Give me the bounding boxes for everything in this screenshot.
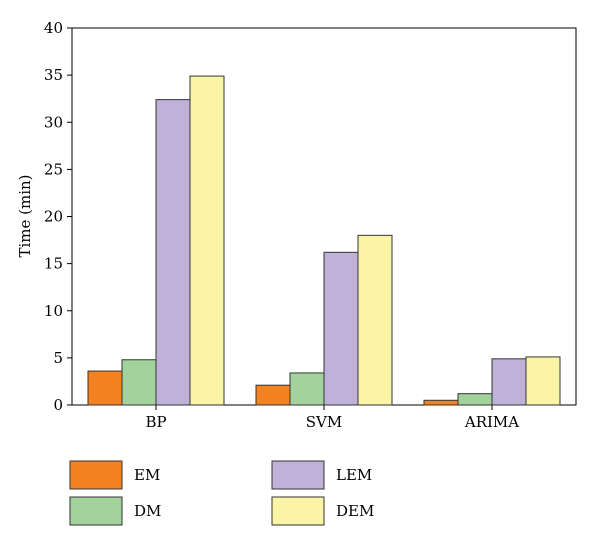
x-tick-label: SVM xyxy=(306,413,342,431)
bar-em-svm xyxy=(255,384,291,406)
x-tick-label: ARIMA xyxy=(464,413,519,431)
y-tick-label: 35 xyxy=(44,66,63,84)
legend-swatch xyxy=(69,496,123,526)
bar-lem-svm xyxy=(323,251,359,406)
bars xyxy=(87,75,561,406)
y-tick-label: 30 xyxy=(44,113,63,131)
bar-dm-svm xyxy=(289,372,325,406)
legend-swatch xyxy=(271,496,325,526)
y-axis: 0 5 10 15 20 25 30 35 40 xyxy=(44,19,72,414)
x-axis: BP SVM ARIMA xyxy=(145,405,519,431)
legend-item-dm: DM xyxy=(69,496,161,526)
y-tick-label: 25 xyxy=(44,160,63,178)
legend-swatch xyxy=(271,460,325,490)
bar-dm-arima xyxy=(457,393,493,406)
bar-em-bp xyxy=(87,370,123,406)
legend-label: DEM xyxy=(336,502,374,520)
y-tick-label: 10 xyxy=(44,302,63,320)
y-tick-label: 20 xyxy=(44,208,63,226)
legend-item-lem: LEM xyxy=(271,460,372,490)
bar-lem-bp xyxy=(155,99,191,406)
bar-dm-bp xyxy=(121,359,157,406)
bar-dem-svm xyxy=(357,234,393,406)
legend-label: DM xyxy=(134,502,161,520)
y-tick-label: 15 xyxy=(44,255,63,273)
legend-item-em: EM xyxy=(69,460,160,490)
bar-em-arima xyxy=(423,399,459,406)
bar-dem-bp xyxy=(189,75,225,406)
y-tick-label: 0 xyxy=(53,396,63,414)
legend-item-dem: DEM xyxy=(271,496,374,526)
y-axis-label: Time (min) xyxy=(16,174,34,257)
legend: EM DM LEM DEM xyxy=(69,460,374,526)
bar-lem-arima xyxy=(491,358,527,406)
bar-dem-arima xyxy=(525,356,561,406)
y-tick-label: 40 xyxy=(44,19,63,37)
x-tick-label: BP xyxy=(145,413,166,431)
legend-label: EM xyxy=(134,466,160,484)
legend-label: LEM xyxy=(336,466,372,484)
legend-swatch xyxy=(69,460,123,490)
y-tick-label: 5 xyxy=(53,349,63,367)
